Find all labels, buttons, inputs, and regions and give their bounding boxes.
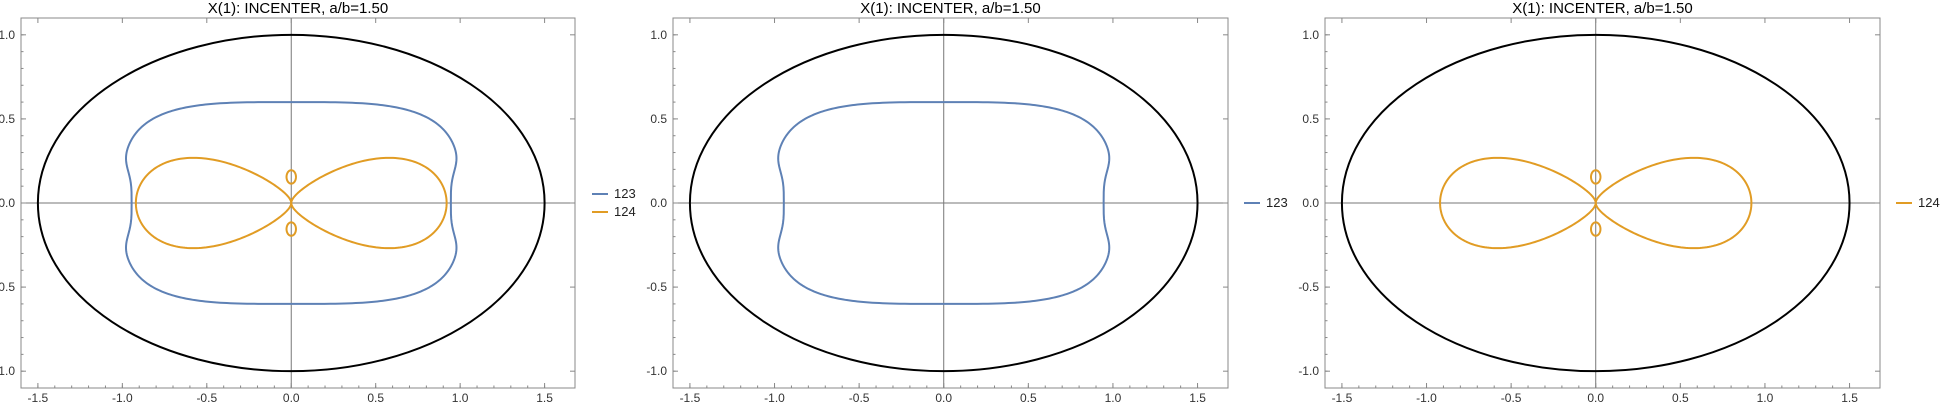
series-124-curve [1589, 169, 1602, 185]
x-tick-label: -1.0 [1416, 391, 1437, 405]
chart-panel-3: X(1): INCENTER, a/b=1.50 -1.5 -1.0 -0.5 0.0 0… [1298, 0, 1939, 405]
x-tick-label: 1.5 [1189, 391, 1206, 405]
x-tick-label: -1.0 [764, 391, 785, 405]
y-tick-label: 1.0 [0, 28, 15, 42]
y-tick-label: 0.5 [650, 112, 667, 126]
x-tick-label: 0.5 [367, 391, 384, 405]
y-tick-label: 0.5 [1302, 112, 1319, 126]
legend-label-124: 124 [1918, 195, 1940, 210]
x-tick-label: -1.5 [1332, 391, 1353, 405]
chart-panel-1: X(1): INCENTER, a/b=1.50 -1.5 -1.0 -0.5 0.0 0… [0, 0, 636, 405]
x-tick-label: 0.0 [283, 391, 300, 405]
y-tick-label: -1.0 [646, 364, 667, 378]
chart-title: X(1): INCENTER, a/b=1.50 [860, 0, 1040, 17]
series-124-curve [134, 156, 293, 250]
x-tick-label: 1.5 [1841, 391, 1858, 405]
series-123-curve [777, 101, 1111, 305]
series-124-curve [1589, 221, 1602, 237]
x-tick-label: 1.0 [1105, 391, 1122, 405]
x-tick-label: -0.5 [196, 391, 217, 405]
x-tick-label: 0.0 [1587, 391, 1604, 405]
x-tick-label: -1.0 [112, 391, 133, 405]
x-tick-label: 1.5 [536, 391, 553, 405]
x-tick-label: -0.5 [1501, 391, 1522, 405]
y-tick-label: -0.5 [1298, 280, 1319, 294]
x-tick-label: 1.0 [452, 391, 469, 405]
series-124-curve [1439, 156, 1597, 250]
x-tick-label: 0.0 [935, 391, 952, 405]
series-124-curve [285, 169, 297, 185]
x-tick-label: 0.5 [1672, 391, 1689, 405]
y-tick-label: -0.5 [0, 280, 15, 294]
y-tick-label: -1.0 [1298, 364, 1319, 378]
y-tick-label: 1.0 [1302, 28, 1319, 42]
chart-title: X(1): INCENTER, a/b=1.50 [208, 0, 388, 17]
series-124-curve [285, 221, 297, 237]
y-tick-label: 0.0 [0, 196, 15, 210]
outer-ellipse [1340, 33, 1851, 373]
y-tick-label: -1.0 [0, 364, 15, 378]
x-tick-label: -1.5 [28, 391, 49, 405]
y-tick-label: 1.0 [650, 28, 667, 42]
legend-label-123: 123 [614, 186, 636, 201]
series-123-curve [125, 101, 458, 305]
x-tick-label: 1.0 [1757, 391, 1774, 405]
legend-label-123: 123 [1266, 195, 1288, 210]
x-tick-label: -0.5 [849, 391, 870, 405]
chart-panel-2: X(1): INCENTER, a/b=1.50 -1.5 -1.0 -0.5 0.0 0… [646, 0, 1287, 405]
chart-title: X(1): INCENTER, a/b=1.50 [1512, 0, 1692, 17]
y-tick-label: 0.0 [650, 196, 667, 210]
legend-label-124: 124 [614, 204, 636, 219]
x-tick-label: 0.5 [1020, 391, 1037, 405]
outer-ellipse [36, 33, 546, 373]
y-tick-label: 0.0 [1302, 196, 1319, 210]
y-tick-label: -0.5 [646, 280, 667, 294]
y-tick-label: 0.5 [0, 112, 15, 126]
x-tick-label: -1.5 [680, 391, 701, 405]
outer-ellipse [688, 33, 1199, 373]
